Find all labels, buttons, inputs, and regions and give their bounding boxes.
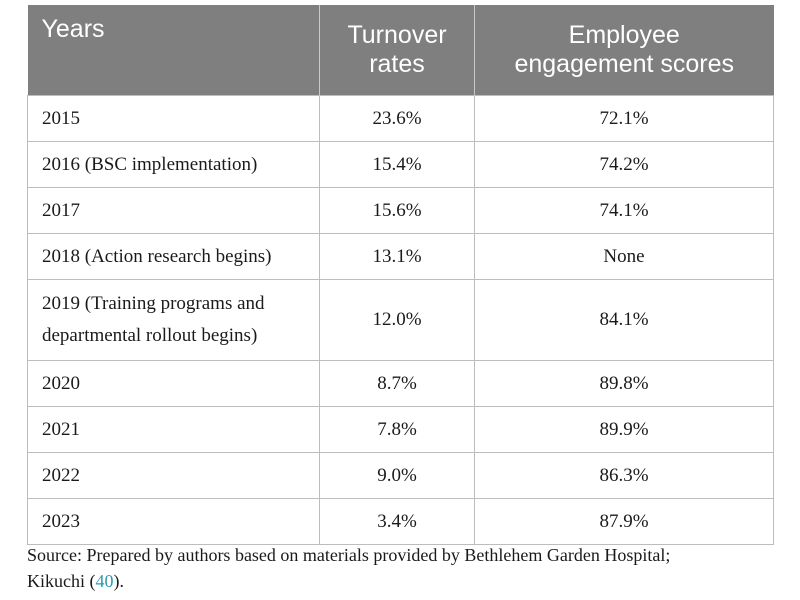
cell-turnover-rate: 15.4% [319,141,475,188]
reference-link[interactable]: 40 [95,571,114,591]
table-row: 2017 15.6% 74.1% [27,187,774,234]
cell-year: 2018 (Action research begins) [27,233,320,280]
cell-year-line: 2022 [42,464,80,486]
table-row: 2015 23.6% 72.1% [27,95,774,142]
cell-turnover-rate: 13.1% [319,233,475,280]
cell-engagement-score: 86.3% [474,452,774,499]
cell-year-line: 2023 [42,510,80,532]
header-engagement-line2: engagement scores [514,50,735,78]
cell-year: 2015 [27,95,320,142]
cell-year: 2023 [27,498,320,545]
cell-year-line: 2021 [42,418,80,440]
cell-turnover-rate: 8.7% [319,360,475,407]
table-row: 2018 (Action research begins) 13.1% None [27,233,774,280]
cell-engagement-score: 72.1% [474,95,774,142]
source-citation-suffix: ). [113,571,124,591]
cell-turnover-rate: 3.4% [319,498,475,545]
cell-year-line: 2016 (BSC implementation) [42,153,258,175]
cell-turnover-rate: 9.0% [319,452,475,499]
header-years: Years [27,5,320,96]
cell-year-line: departmental rollout begins) [42,325,258,346]
cell-engagement-score: 84.1% [474,279,774,361]
table-header: Years Turnover rates Employee engagement… [27,5,774,96]
cell-engagement-score: 89.8% [474,360,774,407]
header-engagement-line1: Employee [568,21,680,49]
table-row: 2021 7.8% 89.9% [27,406,774,453]
cell-year: 2022 [27,452,320,499]
cell-year-line: 2017 [42,199,80,221]
table-row: 2019 (Training programs and departmental … [27,279,774,361]
table-row: 2022 9.0% 86.3% [27,452,774,499]
table-row: 2023 3.4% 87.9% [27,498,774,545]
cell-turnover-rate: 7.8% [319,406,475,453]
cell-year-line: 2015 [42,107,80,129]
cell-year: 2019 (Training programs and departmental … [27,279,320,361]
cell-turnover-rate: 12.0% [319,279,475,361]
cell-engagement-score: None [474,233,774,280]
cell-year: 2020 [27,360,320,407]
cell-engagement-score: 87.9% [474,498,774,545]
header-turnover-rates: Turnover rates [319,5,475,96]
cell-year: 2021 [27,406,320,453]
cell-engagement-score: 74.1% [474,187,774,234]
table-row: 2016 (BSC implementation) 15.4% 74.2% [27,141,774,188]
header-row: Years Turnover rates Employee engagement… [27,5,774,96]
cell-turnover-rate: 15.6% [319,187,475,234]
cell-engagement-score: 89.9% [474,406,774,453]
source-note: Source: Prepared by authors based on mat… [27,542,777,594]
cell-year: 2016 (BSC implementation) [27,141,320,188]
cell-year-line: 2018 (Action research begins) [42,245,272,267]
turnover-engagement-table: Years Turnover rates Employee engagement… [27,5,774,545]
cell-turnover-rate: 23.6% [319,95,475,142]
header-turnover-line1: Turnover [347,21,447,49]
source-text: Source: Prepared by authors based on mat… [27,545,671,565]
cell-year: 2017 [27,187,320,234]
table-body: 2015 23.6% 72.1% 2016 (BSC implementation) 1… [27,95,774,545]
header-engagement-scores: Employee engagement scores [474,5,774,96]
source-citation-prefix: Kikuchi ( [27,571,96,591]
header-turnover-line2: rates [369,50,425,78]
cell-year-line: 2019 (Training programs and [42,293,265,314]
cell-engagement-score: 74.2% [474,141,774,188]
table-row: 2020 8.7% 89.8% [27,360,774,407]
cell-year-line: 2020 [42,372,80,394]
data-table-container: Years Turnover rates Employee engagement… [27,5,774,545]
header-years-line1: Years [41,15,105,43]
